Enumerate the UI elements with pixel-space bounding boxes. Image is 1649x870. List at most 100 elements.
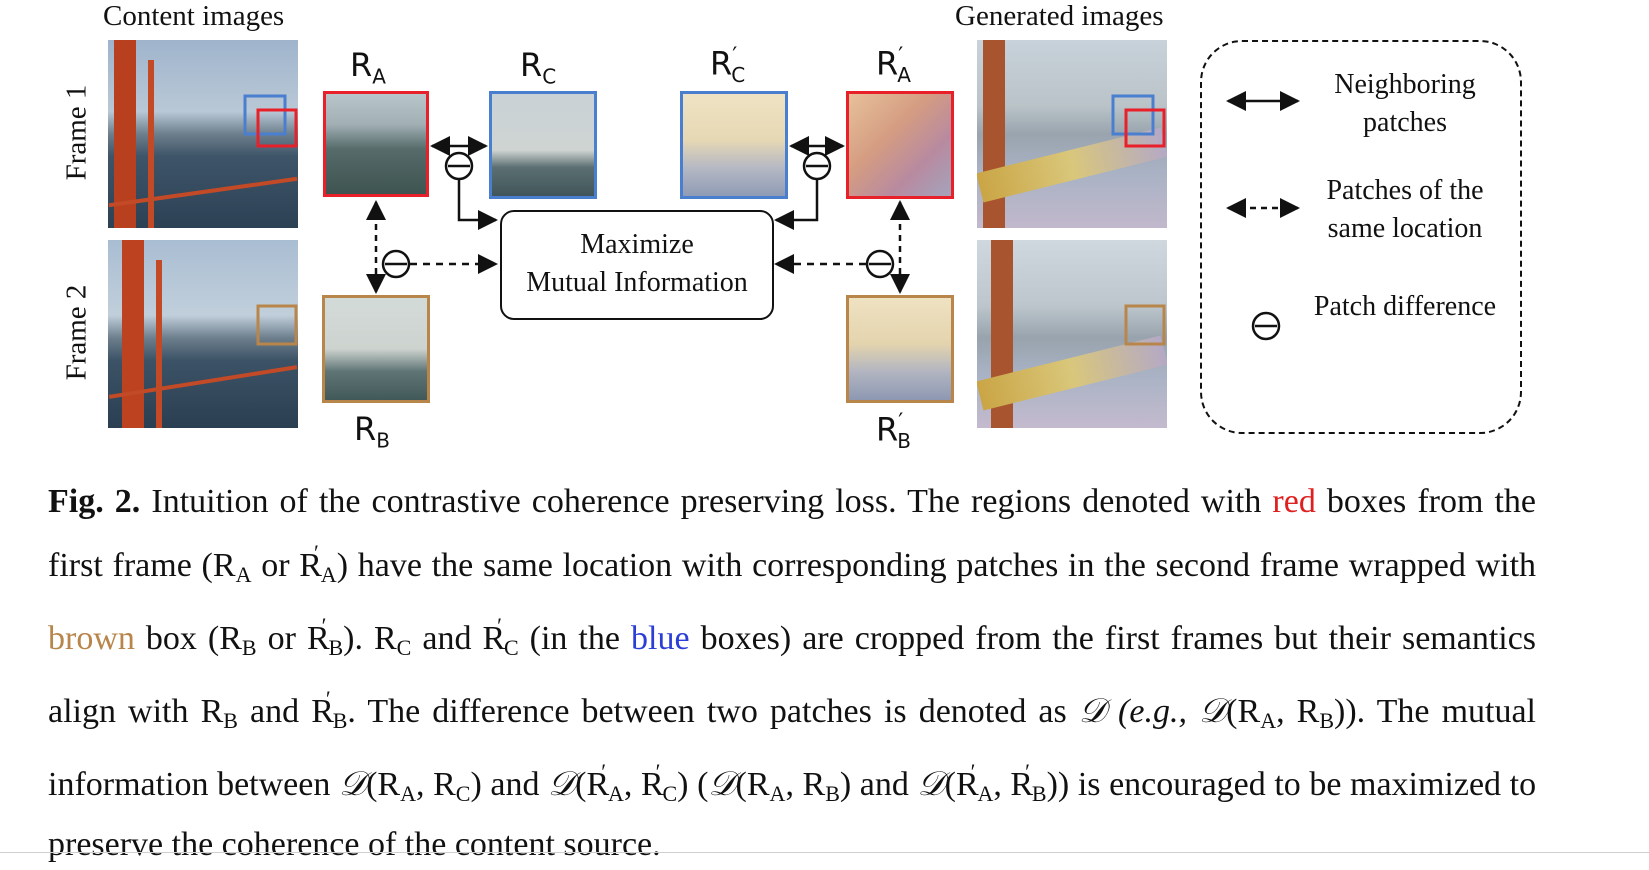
caption-math: ( xyxy=(944,766,956,803)
caption-text: and xyxy=(859,766,909,803)
caption-text: ) have the same location with correspond… xyxy=(336,547,1537,584)
caption-math: R xyxy=(802,766,826,803)
caption-math: R xyxy=(746,766,770,803)
difference-icon-left xyxy=(444,151,474,181)
caption-sub: C xyxy=(455,781,471,806)
patch-ra-prime xyxy=(846,91,954,199)
caption-sub: A xyxy=(1260,708,1277,733)
caption-prime: ′ xyxy=(970,759,976,784)
page-divider xyxy=(0,852,1649,853)
caption-sub: B xyxy=(825,781,840,806)
caption-red-word: red xyxy=(1272,483,1316,520)
caption-text: ) is encouraged to be maximized to prese… xyxy=(48,766,1537,863)
patch-rb xyxy=(322,295,430,403)
caption-prime: ′ xyxy=(497,613,502,638)
legend-patch-difference-text: Patch difference xyxy=(1313,291,1497,322)
caption-math: R xyxy=(586,766,610,803)
difference-icon-right xyxy=(802,151,832,181)
caption-math: 𝒟 xyxy=(1199,691,1227,731)
caption-text: . The difference between two patches is … xyxy=(347,693,1067,730)
caption-text: boxes) are cropped from the first frames… xyxy=(48,620,1537,730)
caption-text: box (R xyxy=(145,620,242,657)
caption-math: ( xyxy=(366,766,378,803)
label-ra-prime: R′A xyxy=(876,44,911,88)
generated-image-frame-2 xyxy=(977,240,1167,428)
caption-math: R xyxy=(433,766,456,803)
caption-prime: ′ xyxy=(601,759,606,784)
red-box-content-frame-1 xyxy=(256,108,298,148)
caption-prime: ′ xyxy=(313,540,319,565)
caption-brown-word: brown xyxy=(48,620,135,657)
red-box-generated-frame-1 xyxy=(1124,108,1166,148)
caption-sub: B xyxy=(1319,708,1335,733)
caption-math: ) xyxy=(677,766,689,803)
center-box-line-2: Mutual Information xyxy=(526,267,748,298)
legend-box xyxy=(1200,40,1522,434)
connector-right-solid xyxy=(774,179,819,230)
caption-math: 𝒟 xyxy=(917,764,945,804)
caption-math: ) xyxy=(839,766,852,803)
caption-math: , xyxy=(416,766,425,803)
caption-prime: ′ xyxy=(321,613,327,638)
caption-math: ( xyxy=(1226,693,1238,730)
caption-text: and R xyxy=(422,620,506,657)
caption-math: , xyxy=(785,766,794,803)
caption-sub: A xyxy=(769,781,786,806)
label-rc-prime: R′C xyxy=(710,44,746,88)
caption-math: R xyxy=(1237,693,1261,730)
caption-sub: B xyxy=(223,708,238,733)
content-images-header: Content images xyxy=(103,0,285,32)
caption-math: ) xyxy=(1334,693,1346,730)
content-image-frame-2 xyxy=(108,240,298,428)
caption-sub: B xyxy=(332,708,348,733)
legend-neighboring-text: Neighboring patches xyxy=(1334,69,1476,138)
caption-text: and xyxy=(490,766,540,803)
caption-math: R xyxy=(377,766,401,803)
caption-math: 𝒟 xyxy=(708,764,736,804)
connector-left-solid xyxy=(457,179,498,230)
figure-caption: Fig. 2. Intuition of the contrastive coh… xyxy=(48,476,1536,870)
difference-icon-lower-left xyxy=(381,249,411,279)
caption-text: or R xyxy=(267,620,330,657)
caption-math: 𝒟 xyxy=(548,764,576,804)
caption-sub: A xyxy=(235,562,252,587)
blue-box-generated-frame-1 xyxy=(1111,94,1155,136)
difference-icon-lower-right xyxy=(865,249,895,279)
caption-text: Intuition of the contrastive coherence p… xyxy=(151,483,1262,520)
brown-box-content-frame-2 xyxy=(256,304,298,346)
caption-text: ( xyxy=(697,766,709,803)
caption-sub: A xyxy=(400,781,416,806)
caption-math: R xyxy=(640,766,664,803)
caption-sub: A xyxy=(320,562,337,587)
caption-math: R xyxy=(955,766,979,803)
caption-sub: C xyxy=(503,635,519,660)
generated-images-header: Generated images xyxy=(955,0,1164,32)
caption-math: 𝒟 xyxy=(1078,691,1106,731)
caption-blue-word: blue xyxy=(631,620,690,657)
legend-difference-icon xyxy=(1251,311,1281,341)
caption-text: (in the xyxy=(529,620,620,657)
caption-math: 𝒟 xyxy=(338,764,367,804)
caption-text: and R xyxy=(250,693,334,730)
caption-math: R xyxy=(1296,693,1320,730)
caption-fig-label: Fig. 2. xyxy=(48,483,141,520)
caption-math: , xyxy=(623,766,633,803)
figure: Content images Generated images Frame 1 … xyxy=(61,0,1522,454)
maximize-mutual-information-box: Maximize Mutual Information xyxy=(500,210,774,320)
label-ra: RA xyxy=(350,46,386,89)
patch-rc xyxy=(489,91,597,199)
legend-same-location-text: Patches of the same location xyxy=(1326,175,1484,244)
label-rb-prime: R′B xyxy=(876,410,911,454)
caption-math: ) xyxy=(470,766,482,803)
caption-text: ). The mutual information between xyxy=(48,693,1537,803)
caption-text: (e.g., xyxy=(1118,693,1187,730)
caption-sub: C xyxy=(396,635,412,660)
caption-sub: B xyxy=(241,635,257,660)
caption-prime: ′ xyxy=(1025,759,1030,784)
blue-box-content-frame-1 xyxy=(243,94,287,136)
caption-math: ( xyxy=(735,766,747,803)
caption-prime: ′ xyxy=(655,759,661,784)
patch-rc-prime xyxy=(680,91,788,199)
caption-math: , xyxy=(993,766,1002,803)
caption-sub: A xyxy=(977,781,994,806)
